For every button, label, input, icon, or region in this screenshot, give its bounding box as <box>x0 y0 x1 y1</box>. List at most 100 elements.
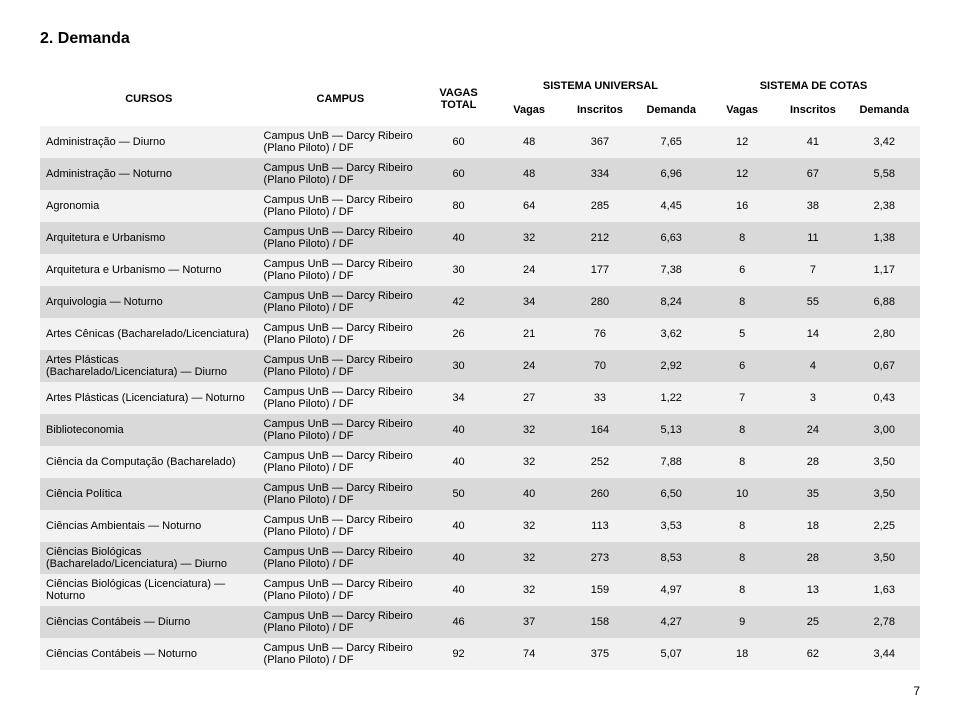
cell-u-demanda: 7,65 <box>636 126 707 158</box>
cell-c-inscritos: 35 <box>777 478 848 510</box>
cell-campus: Campus UnB — Darcy Ribeiro (Plano Piloto… <box>258 414 424 446</box>
header-c-demanda: Demanda <box>849 100 920 126</box>
cell-c-vagas: 8 <box>707 286 777 318</box>
cell-c-demanda: 0,67 <box>849 350 920 382</box>
cell-vagas-total: 92 <box>423 638 494 670</box>
cell-curso: Ciências Contábeis — Diurno <box>40 606 258 638</box>
cell-vagas-total: 40 <box>423 542 494 574</box>
cell-u-demanda: 7,88 <box>636 446 707 478</box>
cell-campus: Campus UnB — Darcy Ribeiro (Plano Piloto… <box>258 574 424 606</box>
table-row: Ciência PolíticaCampus UnB — Darcy Ribei… <box>40 478 920 510</box>
cell-c-vagas: 8 <box>707 414 777 446</box>
cell-c-vagas: 8 <box>707 510 777 542</box>
cell-c-inscritos: 11 <box>777 222 848 254</box>
cell-u-vagas: 32 <box>494 542 564 574</box>
cell-vagas-total: 40 <box>423 574 494 606</box>
cell-vagas-total: 42 <box>423 286 494 318</box>
cell-c-vagas: 6 <box>707 350 777 382</box>
cell-curso: Arquitetura e Urbanismo — Noturno <box>40 254 258 286</box>
cell-vagas-total: 60 <box>423 126 494 158</box>
table-row: Arquitetura e UrbanismoCampus UnB — Darc… <box>40 222 920 254</box>
cell-c-vagas: 6 <box>707 254 777 286</box>
cell-u-vagas: 34 <box>494 286 564 318</box>
cell-u-inscritos: 334 <box>564 158 635 190</box>
cell-c-vagas: 9 <box>707 606 777 638</box>
table-row: Ciências Contábeis — NoturnoCampus UnB —… <box>40 638 920 670</box>
cell-c-demanda: 3,42 <box>849 126 920 158</box>
table-body: Administração — DiurnoCampus UnB — Darcy… <box>40 126 920 670</box>
cell-c-vagas: 8 <box>707 222 777 254</box>
cell-c-demanda: 3,50 <box>849 446 920 478</box>
cell-c-inscritos: 28 <box>777 446 848 478</box>
cell-u-demanda: 1,22 <box>636 382 707 414</box>
cell-u-inscritos: 177 <box>564 254 635 286</box>
cell-c-inscritos: 14 <box>777 318 848 350</box>
cell-c-vagas: 8 <box>707 542 777 574</box>
cell-c-demanda: 1,38 <box>849 222 920 254</box>
cell-campus: Campus UnB — Darcy Ribeiro (Plano Piloto… <box>258 542 424 574</box>
cell-campus: Campus UnB — Darcy Ribeiro (Plano Piloto… <box>258 606 424 638</box>
cell-curso: Arquivologia — Noturno <box>40 286 258 318</box>
cell-c-inscritos: 4 <box>777 350 848 382</box>
cell-u-vagas: 24 <box>494 254 564 286</box>
header-u-vagas: Vagas <box>494 100 564 126</box>
cell-c-demanda: 2,38 <box>849 190 920 222</box>
cell-u-demanda: 6,63 <box>636 222 707 254</box>
cell-u-demanda: 3,62 <box>636 318 707 350</box>
cell-campus: Campus UnB — Darcy Ribeiro (Plano Piloto… <box>258 190 424 222</box>
demanda-table: CURSOS CAMPUS VAGAS TOTAL SISTEMA UNIVER… <box>40 72 920 670</box>
cell-c-vagas: 10 <box>707 478 777 510</box>
table-row: AgronomiaCampus UnB — Darcy Ribeiro (Pla… <box>40 190 920 222</box>
cell-u-demanda: 3,53 <box>636 510 707 542</box>
header-sistema-cotas: SISTEMA DE COTAS <box>707 72 920 100</box>
table-row: Ciências Contábeis — DiurnoCampus UnB — … <box>40 606 920 638</box>
cell-curso: Arquitetura e Urbanismo <box>40 222 258 254</box>
section-title: 2. Demanda <box>40 30 920 48</box>
cell-curso: Ciências Biológicas (Licenciatura) — Not… <box>40 574 258 606</box>
cell-u-demanda: 8,53 <box>636 542 707 574</box>
cell-vagas-total: 40 <box>423 414 494 446</box>
cell-c-inscritos: 3 <box>777 382 848 414</box>
cell-c-demanda: 2,80 <box>849 318 920 350</box>
cell-c-inscritos: 41 <box>777 126 848 158</box>
cell-curso: Ciências Contábeis — Noturno <box>40 638 258 670</box>
cell-c-demanda: 3,50 <box>849 478 920 510</box>
cell-u-vagas: 48 <box>494 126 564 158</box>
cell-c-inscritos: 38 <box>777 190 848 222</box>
table-row: Ciências Biológicas (Bacharelado/Licenci… <box>40 542 920 574</box>
cell-curso: Artes Cênicas (Bacharelado/Licenciatura) <box>40 318 258 350</box>
cell-c-demanda: 3,50 <box>849 542 920 574</box>
cell-curso: Ciência da Computação (Bacharelado) <box>40 446 258 478</box>
cell-u-inscritos: 375 <box>564 638 635 670</box>
header-c-vagas: Vagas <box>707 100 777 126</box>
cell-c-inscritos: 62 <box>777 638 848 670</box>
cell-curso: Ciências Ambientais — Noturno <box>40 510 258 542</box>
cell-c-demanda: 1,63 <box>849 574 920 606</box>
cell-c-inscritos: 7 <box>777 254 848 286</box>
cell-vagas-total: 30 <box>423 350 494 382</box>
table-row: BiblioteconomiaCampus UnB — Darcy Ribeir… <box>40 414 920 446</box>
cell-u-demanda: 2,92 <box>636 350 707 382</box>
cell-campus: Campus UnB — Darcy Ribeiro (Plano Piloto… <box>258 158 424 190</box>
header-u-demanda: Demanda <box>636 100 707 126</box>
cell-vagas-total: 46 <box>423 606 494 638</box>
cell-u-inscritos: 260 <box>564 478 635 510</box>
cell-campus: Campus UnB — Darcy Ribeiro (Plano Piloto… <box>258 222 424 254</box>
cell-u-demanda: 4,45 <box>636 190 707 222</box>
cell-campus: Campus UnB — Darcy Ribeiro (Plano Piloto… <box>258 350 424 382</box>
table-row: Ciências Biológicas (Licenciatura) — Not… <box>40 574 920 606</box>
cell-u-inscritos: 285 <box>564 190 635 222</box>
cell-u-demanda: 5,07 <box>636 638 707 670</box>
cell-c-demanda: 0,43 <box>849 382 920 414</box>
cell-u-inscritos: 280 <box>564 286 635 318</box>
table-row: Arquitetura e Urbanismo — NoturnoCampus … <box>40 254 920 286</box>
cell-c-demanda: 2,78 <box>849 606 920 638</box>
header-c-inscritos: Inscritos <box>777 100 848 126</box>
table-row: Artes Plásticas (Licenciatura) — Noturno… <box>40 382 920 414</box>
header-cursos: CURSOS <box>40 72 258 126</box>
cell-u-inscritos: 367 <box>564 126 635 158</box>
cell-u-inscritos: 273 <box>564 542 635 574</box>
cell-c-inscritos: 18 <box>777 510 848 542</box>
cell-campus: Campus UnB — Darcy Ribeiro (Plano Piloto… <box>258 126 424 158</box>
table-row: Administração — DiurnoCampus UnB — Darcy… <box>40 126 920 158</box>
